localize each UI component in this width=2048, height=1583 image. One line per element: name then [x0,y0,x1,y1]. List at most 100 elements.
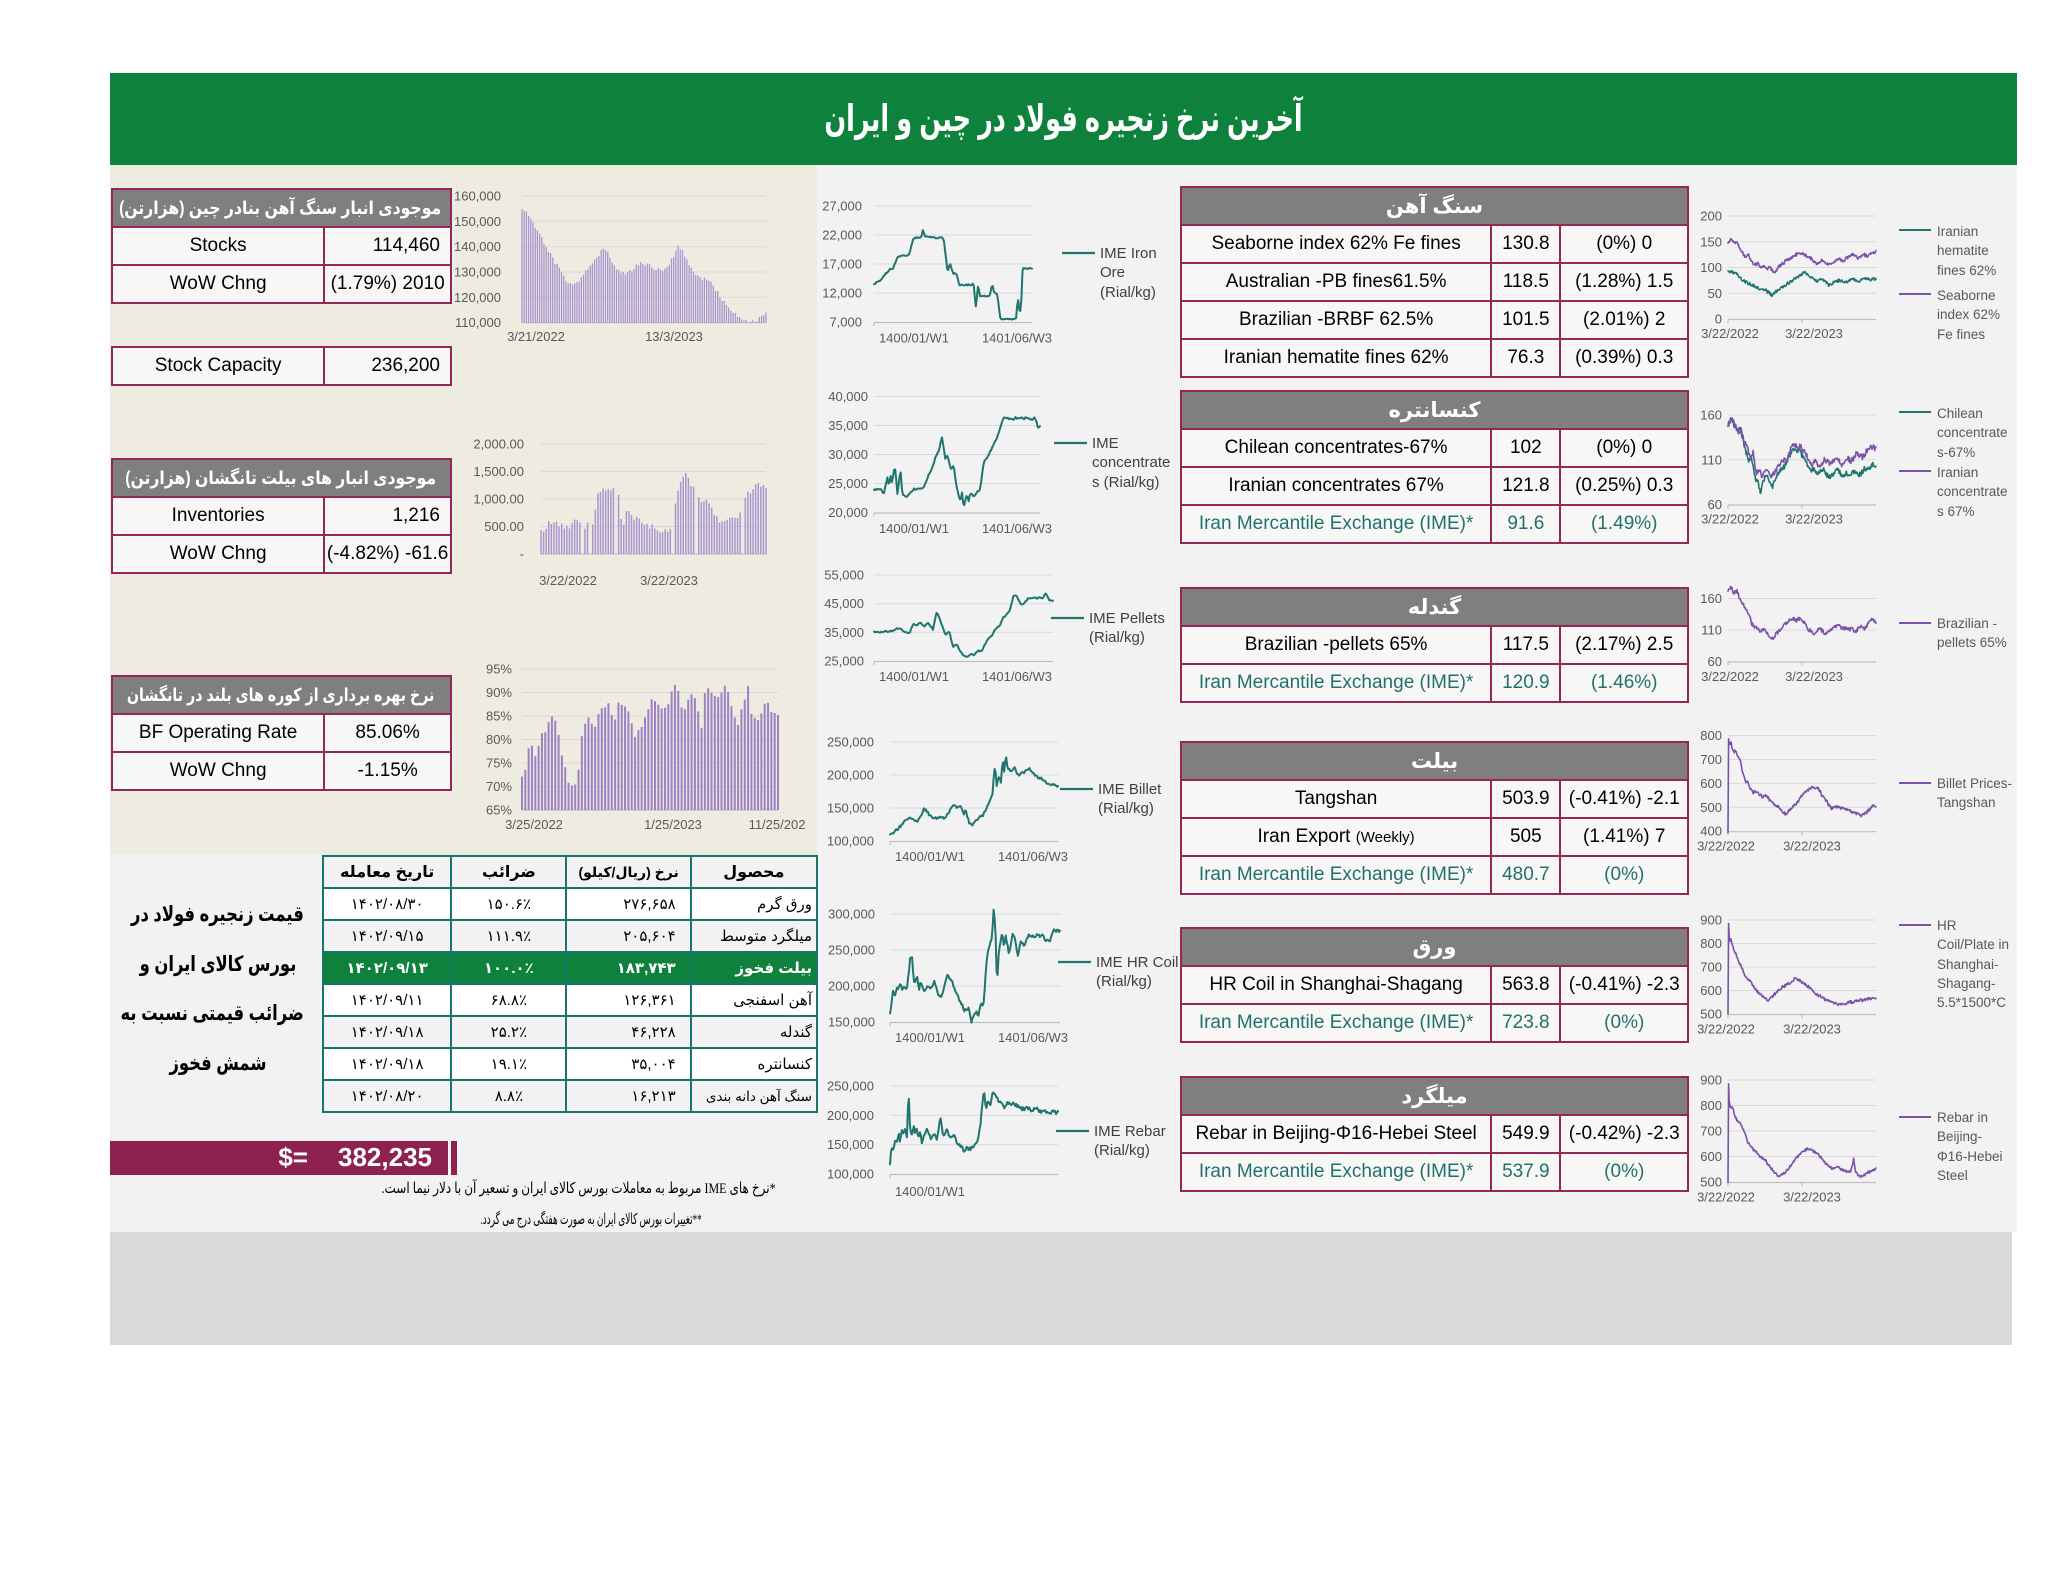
svg-text:1400/01/W1: 1400/01/W1 [879,331,949,346]
svg-text:600: 600 [1700,983,1722,998]
svg-text:160: 160 [1700,408,1722,423]
svg-text:0: 0 [1715,312,1722,327]
svg-text:3/22/2023: 3/22/2023 [1783,1190,1841,1205]
svg-text:50: 50 [1708,286,1722,301]
svg-text:60: 60 [1708,654,1722,669]
svg-text:3/22/2022: 3/22/2022 [1697,839,1755,854]
svg-text:200,000: 200,000 [828,979,875,994]
svg-text:140,000: 140,000 [454,239,501,254]
svg-text:55,000: 55,000 [824,568,864,583]
svg-text:27,000: 27,000 [822,199,862,214]
svg-text:1401/06/W3: 1401/06/W3 [982,669,1052,684]
svg-text:17,000: 17,000 [822,257,862,272]
svg-text:-: - [520,547,524,562]
svg-text:1400/01/W1: 1400/01/W1 [895,1184,965,1199]
svg-text:25,000: 25,000 [824,654,864,669]
svg-text:250,000: 250,000 [828,943,875,958]
svg-text:1400/01/W1: 1400/01/W1 [895,1030,965,1045]
svg-text:1/25/2023: 1/25/2023 [644,817,702,832]
svg-text:35,000: 35,000 [828,418,868,433]
svg-text:2,000.00: 2,000.00 [473,437,524,452]
svg-text:700: 700 [1700,1124,1722,1139]
svg-text:150: 150 [1700,234,1722,249]
svg-text:3/22/2022: 3/22/2022 [1701,326,1759,341]
svg-text:110: 110 [1701,623,1722,638]
svg-text:160: 160 [1700,591,1722,606]
svg-text:200,000: 200,000 [827,1108,874,1123]
svg-text:120,000: 120,000 [454,290,501,305]
svg-text:90%: 90% [486,685,512,700]
svg-text:65%: 65% [486,803,512,818]
svg-text:3/22/2023: 3/22/2023 [1783,839,1841,854]
svg-text:1,000.00: 1,000.00 [473,492,524,507]
svg-text:250,000: 250,000 [827,1079,874,1094]
svg-text:3/22/2023: 3/22/2023 [1785,512,1843,527]
svg-text:150,000: 150,000 [828,1015,875,1030]
svg-text:100: 100 [1700,260,1722,275]
svg-text:600: 600 [1700,776,1722,791]
svg-text:12,000: 12,000 [822,286,862,301]
svg-text:1400/01/W1: 1400/01/W1 [895,849,965,864]
svg-text:110: 110 [1701,452,1722,467]
svg-text:100,000: 100,000 [827,834,874,849]
svg-text:3/22/2022: 3/22/2022 [1697,1190,1755,1205]
svg-text:1401/06/W3: 1401/06/W3 [982,331,1052,346]
svg-text:1,500.00: 1,500.00 [473,464,524,479]
svg-text:200,000: 200,000 [827,768,874,783]
svg-text:150,000: 150,000 [827,801,874,816]
svg-text:11/25/202: 11/25/202 [749,817,806,832]
svg-text:3/22/2023: 3/22/2023 [1785,326,1843,341]
svg-text:800: 800 [1700,936,1722,951]
svg-text:300,000: 300,000 [828,907,875,922]
svg-text:70%: 70% [486,779,512,794]
svg-text:600: 600 [1700,1149,1722,1164]
svg-text:150,000: 150,000 [827,1137,874,1152]
svg-text:3/22/2023: 3/22/2023 [1785,669,1843,684]
svg-text:400: 400 [1700,824,1722,839]
svg-text:500: 500 [1700,1175,1722,1190]
svg-text:60: 60 [1708,497,1722,512]
svg-text:160,000: 160,000 [454,189,501,204]
svg-text:75%: 75% [486,756,512,771]
svg-text:1401/06/W3: 1401/06/W3 [998,849,1068,864]
svg-text:500: 500 [1700,1007,1722,1022]
svg-text:3/22/2023: 3/22/2023 [640,573,698,588]
svg-text:25,000: 25,000 [828,476,868,491]
svg-text:500: 500 [1700,800,1722,815]
svg-text:80%: 80% [486,732,512,747]
svg-text:100,000: 100,000 [827,1167,874,1182]
svg-text:40,000: 40,000 [828,389,868,404]
svg-text:7,000: 7,000 [829,315,862,330]
svg-text:3/22/2022: 3/22/2022 [539,573,597,588]
svg-text:3/25/2022: 3/25/2022 [505,817,563,832]
svg-text:800: 800 [1700,1098,1722,1113]
svg-text:3/21/2022: 3/21/2022 [507,329,565,344]
svg-text:800: 800 [1700,728,1722,743]
svg-text:22,000: 22,000 [822,228,862,243]
svg-text:900: 900 [1700,913,1722,928]
svg-text:250,000: 250,000 [827,735,874,750]
svg-text:900: 900 [1700,1073,1722,1088]
svg-text:1400/01/W1: 1400/01/W1 [879,521,949,536]
svg-text:95%: 95% [486,662,512,677]
svg-text:200: 200 [1700,209,1722,224]
svg-text:3/22/2022: 3/22/2022 [1701,512,1759,527]
svg-text:110,000: 110,000 [455,315,501,330]
svg-text:45,000: 45,000 [824,596,864,611]
svg-text:500.00: 500.00 [484,519,524,534]
svg-text:3/22/2022: 3/22/2022 [1697,1022,1755,1037]
svg-text:1401/06/W3: 1401/06/W3 [998,1030,1068,1045]
svg-text:1401/06/W3: 1401/06/W3 [982,521,1052,536]
svg-text:3/22/2023: 3/22/2023 [1783,1022,1841,1037]
svg-text:130,000: 130,000 [454,265,501,280]
svg-text:1400/01/W1: 1400/01/W1 [879,669,949,684]
svg-text:20,000: 20,000 [828,505,868,520]
svg-text:85%: 85% [486,709,512,724]
svg-text:700: 700 [1700,752,1722,767]
svg-text:3/22/2022: 3/22/2022 [1701,669,1759,684]
svg-text:13/3/2023: 13/3/2023 [645,329,703,344]
svg-text:150,000: 150,000 [454,214,501,229]
svg-text:700: 700 [1700,960,1722,975]
svg-text:35,000: 35,000 [824,625,864,640]
svg-text:30,000: 30,000 [828,447,868,462]
